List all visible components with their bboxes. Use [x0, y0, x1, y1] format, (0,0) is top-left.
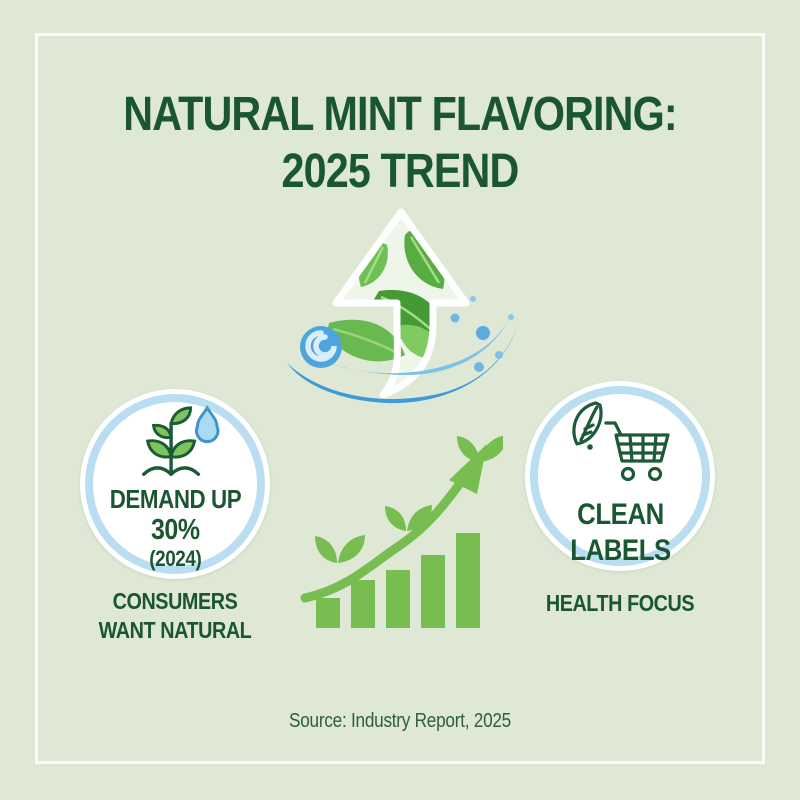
blue-dots [450, 296, 514, 372]
right-caption: HEALTH FOCUS [545, 590, 695, 616]
title-line-1: NATURAL MINT FLAVORING: [123, 88, 677, 141]
badge-ring [85, 394, 265, 574]
badge-ring [530, 386, 710, 566]
page-title: NATURAL MINT FLAVORING: 2025 TREND [56, 86, 744, 200]
blue-wave [287, 319, 517, 404]
sprout-droplet-icon [142, 405, 220, 476]
growth-bar-chart [300, 436, 503, 628]
leaf-sprigs [315, 436, 503, 563]
clean-labels-badge: CLEAN LABELS [525, 381, 715, 571]
title-line-2: 2025 TREND [281, 145, 520, 198]
outer-mint-leaf [327, 319, 405, 362]
stat-year: (2024) [148, 546, 202, 571]
demand-badge: DEMAND UP 30% (2024) [80, 389, 270, 579]
water-droplet-icon [195, 405, 220, 444]
stat-label: DEMAND UP [109, 484, 241, 514]
leaf-cart-icon [572, 401, 670, 482]
source-text: Source: Industry Report, 2025 [289, 710, 511, 732]
badge-label: CLEAN LABELS [569, 498, 671, 567]
growth-bars [316, 533, 480, 628]
left-caption: CONSUMERS WANT NATURAL [98, 588, 252, 643]
mint-arrow-wave-icon [287, 205, 517, 404]
stat-value: 30% [150, 514, 200, 546]
growth-arrow-curve [300, 477, 466, 603]
